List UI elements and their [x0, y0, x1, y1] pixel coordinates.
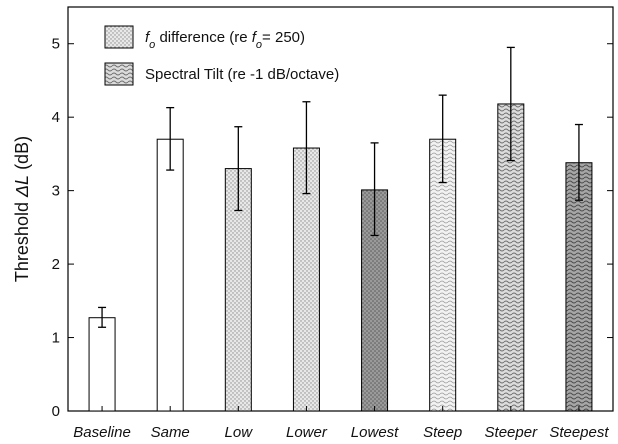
- y-tick-label: 4: [52, 109, 60, 126]
- y-tick-label: 1: [52, 330, 60, 347]
- x-axis: Baseline Same Low Lower Lowest Steep Steeper St…: [73, 406, 609, 441]
- plot-frame: [67, 6, 614, 412]
- x-tick-label: Steeper: [485, 424, 539, 441]
- legend: fo difference (re fo= 250) Spectral Tilt …: [104, 25, 339, 86]
- bar-baseline: [88, 317, 116, 412]
- x-tick-label: Same: [151, 424, 190, 441]
- legend-swatch: [104, 25, 134, 49]
- legend-label: Spectral Tilt (re -1 dB/octave): [145, 66, 339, 83]
- y-tick-label: 0: [52, 403, 60, 420]
- x-tick-label: Baseline: [73, 424, 131, 441]
- x-tick-label: Steep: [423, 424, 462, 441]
- y-tick-label: 2: [52, 256, 60, 273]
- legend-label: fo difference (re fo= 250): [145, 29, 305, 51]
- bar-same: [156, 138, 184, 412]
- y-tick-label: 3: [52, 183, 60, 200]
- x-tick-label: Lowest: [351, 424, 399, 441]
- x-tick-label: Lower: [286, 424, 328, 441]
- y-axis-label: Threshold ΔL (dB): [12, 136, 32, 282]
- legend-swatch: [104, 62, 134, 86]
- bars-group: [88, 46, 593, 412]
- y-axis: 0 1 2 3 4 5: [52, 36, 613, 420]
- x-tick-label: Steepest: [549, 424, 609, 441]
- y-tick-label: 5: [52, 36, 60, 53]
- x-tick-label: Low: [225, 424, 254, 441]
